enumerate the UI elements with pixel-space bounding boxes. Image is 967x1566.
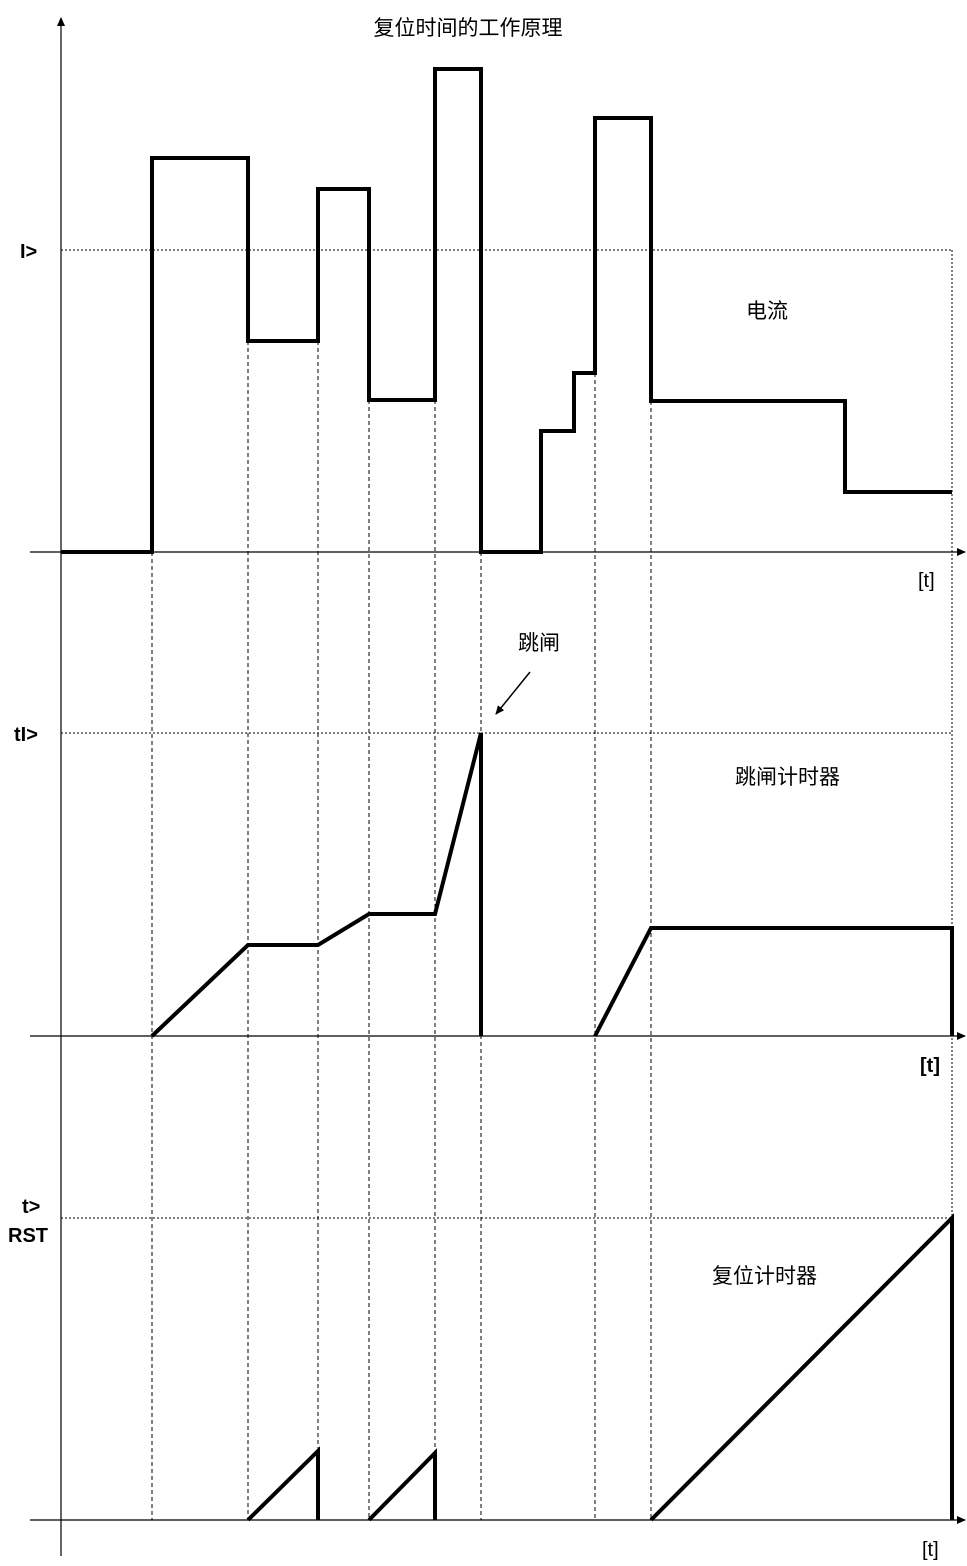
reset-timer-ramp-2 bbox=[367, 1448, 437, 1522]
trip-timer-waveform-2 bbox=[593, 926, 954, 1037]
trip-threshold-label: tI> bbox=[14, 724, 38, 746]
trip-annotation: 跳闸 bbox=[518, 631, 560, 655]
reset-timer-curve-label: 复位计时器 bbox=[712, 1264, 817, 1288]
trip-timer-waveform bbox=[150, 732, 483, 1038]
reset-timer-time-label: [t] bbox=[922, 1539, 939, 1561]
current-time-label: [t] bbox=[918, 570, 935, 592]
reset-threshold-label-line1: t> bbox=[22, 1196, 40, 1218]
current-curve-label: 电流 bbox=[746, 299, 788, 323]
trip-timer-time-label: [t] bbox=[920, 1055, 940, 1077]
current-threshold-label: I> bbox=[20, 241, 37, 263]
diagram-title: 复位时间的工作原理 bbox=[374, 16, 563, 40]
reset-timer-ramp-1 bbox=[246, 1446, 320, 1522]
reset-timer-ramp-3 bbox=[649, 1213, 954, 1522]
trip-arrow-icon bbox=[495, 671, 531, 715]
reset-threshold-label-line2: RST bbox=[8, 1225, 48, 1247]
current-waveform bbox=[61, 67, 952, 554]
trip-timer-curve-label: 跳闸计时器 bbox=[735, 765, 840, 789]
